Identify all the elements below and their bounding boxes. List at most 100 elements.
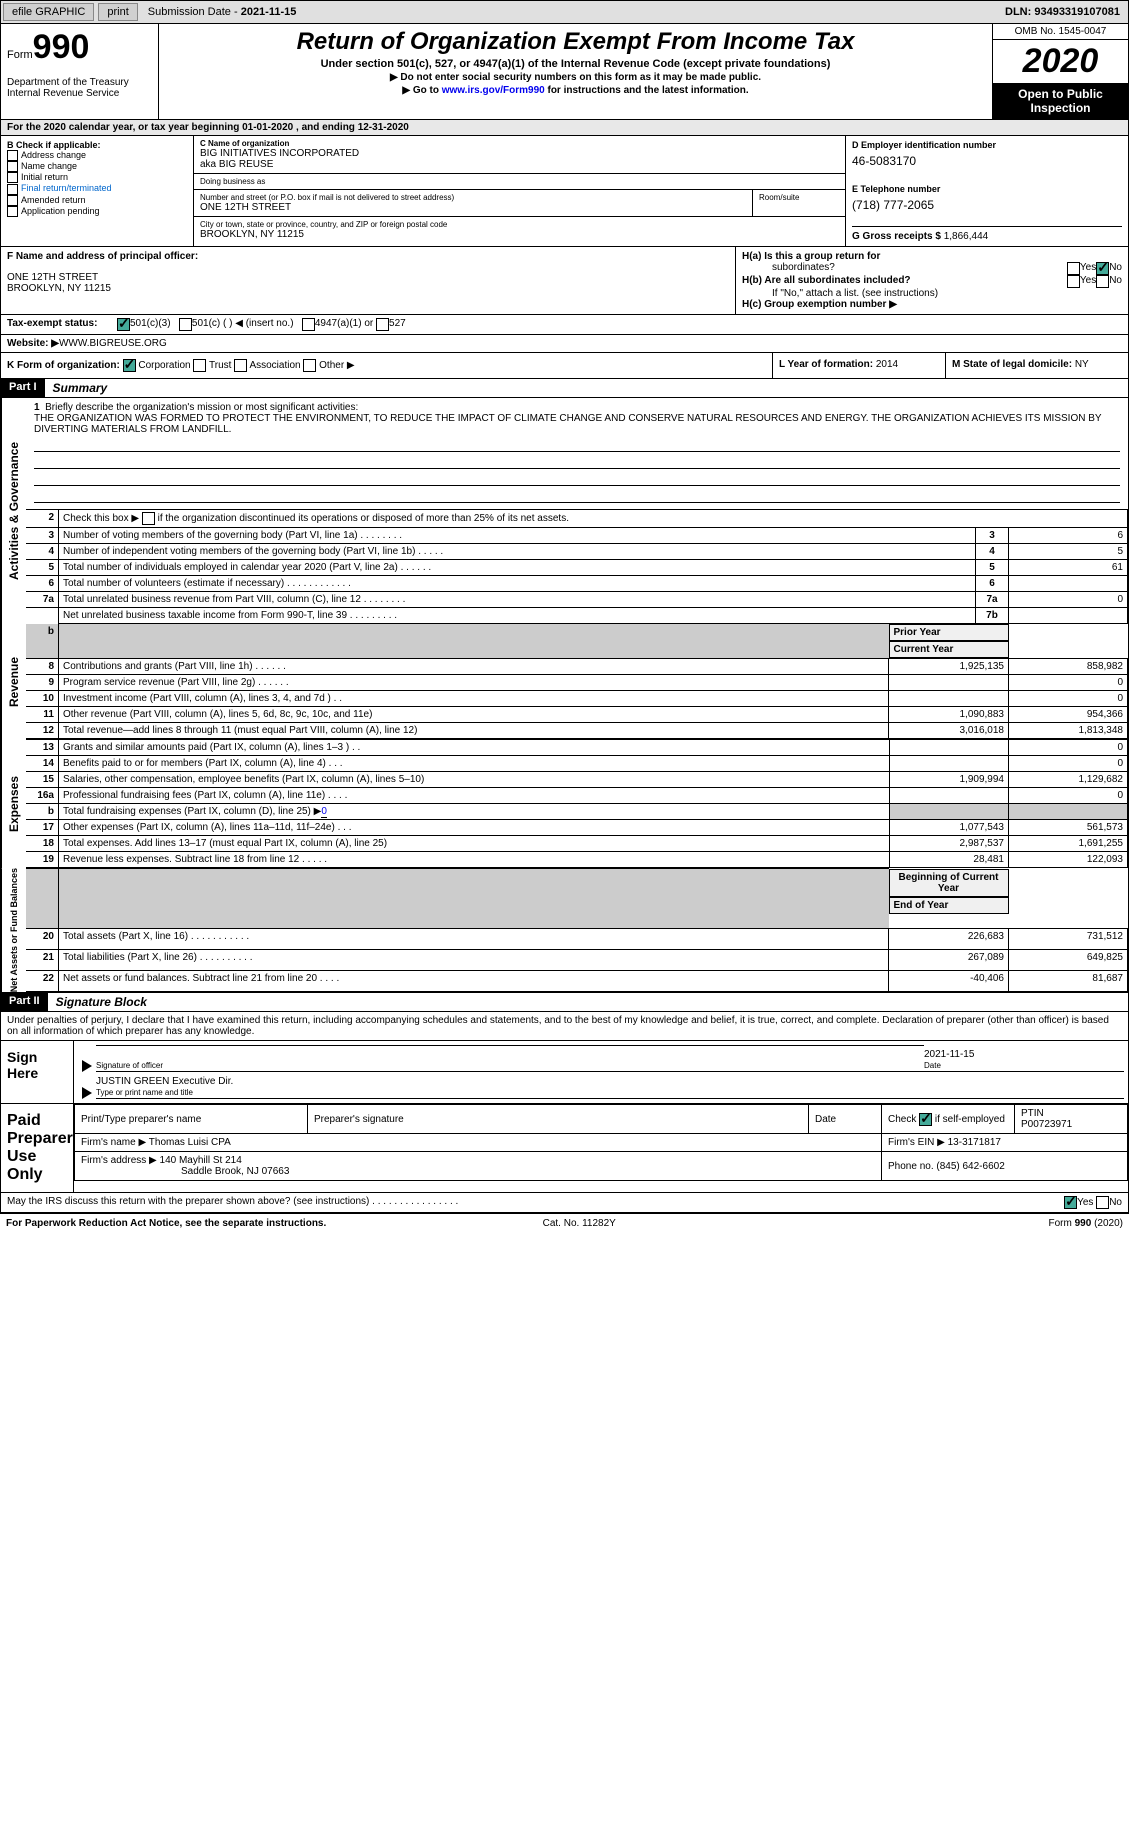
i-527[interactable]	[376, 318, 389, 331]
section-d-e-g: D Employer identification number 46-5083…	[845, 136, 1128, 246]
prep-h5: PTINP00723971	[1015, 1105, 1128, 1134]
cb-final-return[interactable]: Final return/terminated	[7, 183, 187, 194]
officer-label: F Name and address of principal officer:	[7, 251, 198, 262]
hb-yes[interactable]	[1067, 275, 1080, 288]
form-title: Return of Organization Exempt From Incom…	[165, 28, 986, 56]
print-btn[interactable]: print	[98, 3, 137, 21]
revenue-block: Revenue bPrior YearCurrent Year 8Contrib…	[0, 624, 1129, 739]
section-c: C Name of organization BIG INITIATIVES I…	[194, 136, 845, 246]
governance-block: Activities & Governance 1 Briefly descri…	[0, 398, 1129, 624]
mission-line	[34, 488, 1120, 503]
section-b: B Check if applicable: Address change Na…	[1, 136, 194, 246]
l2-checkbox[interactable]	[142, 512, 155, 525]
form-subtitle: Under section 501(c), 527, or 4947(a)(1)…	[165, 58, 986, 70]
h-a: H(a) Is this a group return for	[742, 251, 1122, 262]
arrow-icon	[82, 1087, 92, 1099]
phone-value: (718) 777-2065	[852, 198, 1122, 212]
mission-line	[34, 454, 1120, 469]
arrow-icon	[82, 1060, 92, 1072]
h-b-note: If "No," attach a list. (see instruction…	[742, 288, 1122, 299]
top-toolbar: efile GRAPHIC print Submission Date - 20…	[0, 0, 1129, 24]
hb-no[interactable]	[1096, 275, 1109, 288]
org-aka: aka BIG REUSE	[200, 159, 839, 170]
prep-h4: Check if self-employed	[882, 1105, 1015, 1134]
section-i: Tax-exempt status: 501(c)(3) 501(c) ( ) …	[0, 315, 1129, 335]
part-ii-header: Part IISignature Block	[0, 993, 1129, 1012]
city-label: City or town, state or province, country…	[200, 220, 839, 229]
part-i-header: Part ISummary	[0, 379, 1129, 398]
h-c-label: H(c) Group exemption number ▶	[742, 299, 897, 310]
firm-name-cell: Firm's name ▶ Thomas Luisi CPA	[75, 1134, 882, 1152]
sign-here-block: Sign Here Signature of officer 2021-11-1…	[0, 1041, 1129, 1104]
mission-text: THE ORGANIZATION WAS FORMED TO PROTECT T…	[34, 413, 1120, 435]
discuss-no[interactable]	[1096, 1196, 1109, 1209]
submission-date: Submission Date - 2021-11-15	[140, 4, 305, 20]
cb-address-change[interactable]: Address change	[7, 150, 187, 161]
revenue-table: bPrior YearCurrent Year 8Contributions a…	[26, 624, 1128, 739]
footer-notice: For Paperwork Reduction Act Notice, see …	[6, 1218, 326, 1229]
mission-label: Briefly describe the organization's miss…	[45, 402, 358, 413]
firm-addr1: 140 Mayhill St 214	[160, 1155, 242, 1166]
dba-label: Doing business as	[200, 177, 839, 186]
ein-label: D Employer identification number	[852, 140, 1122, 150]
discuss-yes[interactable]	[1064, 1196, 1077, 1209]
k-other[interactable]	[303, 359, 316, 372]
mission-line	[34, 437, 1120, 452]
form-link-line: ▶ Go to www.irs.gov/Form990 for instruct…	[165, 85, 986, 96]
k-trust[interactable]	[193, 359, 206, 372]
dln: DLN: 93493319107081	[997, 4, 1128, 20]
org-name-label: C Name of organization	[200, 139, 839, 148]
expenses-block: Expenses 13Grants and similar amounts pa…	[0, 739, 1129, 868]
omb-number: OMB No. 1545-0047	[993, 24, 1128, 40]
officer-addr1: ONE 12TH STREET	[7, 272, 729, 283]
discuss-line: May the IRS discuss this return with the…	[0, 1193, 1129, 1213]
page-footer: For Paperwork Reduction Act Notice, see …	[0, 1213, 1129, 1233]
tax-year: 2020	[993, 40, 1128, 83]
header-right: OMB No. 1545-0047 2020 Open to PublicIns…	[992, 24, 1128, 119]
cb-name-change[interactable]: Name change	[7, 161, 187, 172]
street-label: Number and street (or P.O. box if mail i…	[200, 193, 746, 202]
sig-date: 2021-11-15	[924, 1049, 1124, 1060]
k-assoc[interactable]	[234, 359, 247, 372]
vlabel-revenue: Revenue	[1, 624, 26, 739]
fundraising-link[interactable]: 0	[321, 806, 327, 818]
website-value: WWW.BIGREUSE.ORG	[59, 338, 167, 349]
irs-link[interactable]: www.irs.gov/Form990	[442, 85, 545, 96]
state-domicile: NY	[1075, 359, 1089, 370]
section-k-l-m: K Form of organization: Corporation Trus…	[0, 353, 1129, 379]
period-line-a: For the 2020 calendar year, or tax year …	[0, 120, 1129, 136]
cb-amended[interactable]: Amended return	[7, 195, 187, 206]
self-employed-check[interactable]	[919, 1113, 932, 1126]
irs-label: Internal Revenue Service	[7, 88, 152, 99]
section-f-h: F Name and address of principal officer:…	[0, 247, 1129, 315]
ptin-value: P00723971	[1021, 1119, 1072, 1130]
officer-addr2: BROOKLYN, NY 11215	[7, 283, 729, 294]
firm-phone: (845) 642-6602	[936, 1161, 1004, 1172]
form-header: Form990 Department of the Treasury Inter…	[0, 24, 1129, 120]
dept-treasury: Department of the Treasury	[7, 77, 152, 88]
expenses-table: 13Grants and similar amounts paid (Part …	[26, 739, 1128, 868]
ha-yes[interactable]	[1067, 262, 1080, 275]
cb-app-pending[interactable]: Application pending	[7, 206, 187, 217]
efile-btn[interactable]: efile GRAPHIC	[3, 3, 94, 21]
i-501c[interactable]	[179, 318, 192, 331]
i-4947[interactable]	[302, 318, 315, 331]
sig-date-label: Date	[924, 1061, 941, 1070]
street-value: ONE 12TH STREET	[200, 202, 746, 213]
header-center: Return of Organization Exempt From Incom…	[159, 24, 992, 119]
ha-no[interactable]	[1096, 262, 1109, 275]
mission-line	[34, 471, 1120, 486]
cb-initial-return[interactable]: Initial return	[7, 172, 187, 183]
netassets-table: Beginning of Current YearEnd of Year 20T…	[26, 868, 1128, 992]
ein-value: 46-5083170	[852, 154, 1122, 168]
paid-preparer-label: Paid Preparer Use Only	[1, 1104, 73, 1192]
form-note-ssn: ▶ Do not enter social security numbers o…	[165, 72, 986, 83]
org-name: BIG INITIATIVES INCORPORATED	[200, 148, 839, 159]
paid-preparer-block: Paid Preparer Use Only Print/Type prepar…	[0, 1104, 1129, 1193]
vlabel-governance: Activities & Governance	[1, 398, 26, 624]
k-corp[interactable]	[123, 359, 136, 372]
penalty-statement: Under penalties of perjury, I declare th…	[0, 1012, 1129, 1041]
i-501c3[interactable]	[117, 318, 130, 331]
firm-addr2: Saddle Brook, NJ 07663	[81, 1166, 289, 1177]
firm-name: Thomas Luisi CPA	[149, 1137, 231, 1148]
